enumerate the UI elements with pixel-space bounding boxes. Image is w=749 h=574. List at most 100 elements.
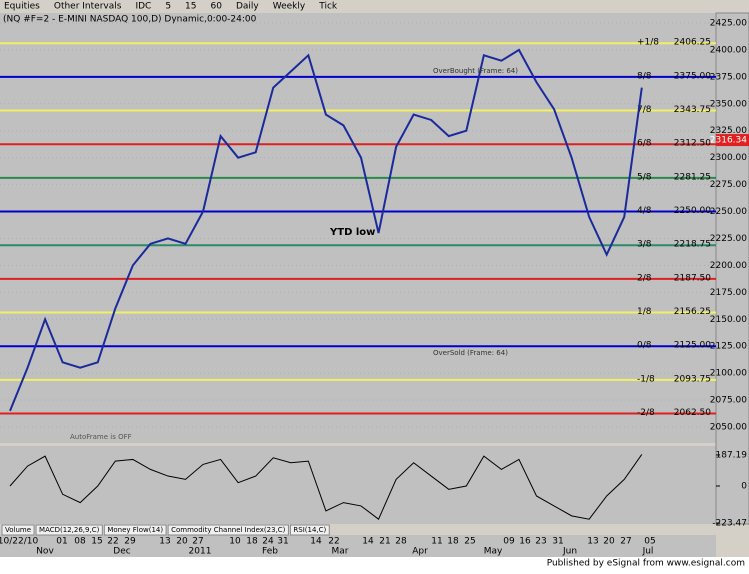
x-tick-label: 21 xyxy=(379,537,390,547)
last-price-label: 2316.34 xyxy=(710,136,747,146)
tab[interactable] xyxy=(1,524,35,536)
annotation: OverBought (Frame: 64) xyxy=(433,67,518,75)
tab[interactable] xyxy=(289,524,330,536)
murrey-level: 2093.75 xyxy=(674,374,711,384)
x-tick-label: 20 xyxy=(603,537,615,547)
x-tick-label: 31 xyxy=(552,537,563,547)
month-label: May xyxy=(484,547,503,557)
murrey-level: 2125.00 xyxy=(674,341,711,351)
tab-label[interactable]: Commodity Channel Index(23,C) xyxy=(171,526,286,534)
x-tick-label: 24 xyxy=(262,537,274,547)
toolbar-item[interactable]: IDC xyxy=(135,2,151,12)
toolbar-item[interactable]: 5 xyxy=(165,2,171,12)
murrey-name: 3/8 xyxy=(637,240,652,250)
x-tick-label: 14 xyxy=(362,537,374,547)
murrey-name: 2/8 xyxy=(637,273,652,283)
toolbar-item[interactable]: 15 xyxy=(185,2,196,12)
annotation: AutoFrame is OFF xyxy=(70,433,132,441)
x-tick-label: 18 xyxy=(246,537,258,547)
murrey-level: 2343.75 xyxy=(674,105,711,115)
y-tick-label: 2150.00 xyxy=(710,315,747,325)
toolbar-item[interactable]: Daily xyxy=(236,2,259,12)
month-label: Nov xyxy=(36,547,54,557)
x-tick-label: 18 xyxy=(447,537,459,547)
y-tick-label: 2250.00 xyxy=(710,207,747,217)
annotation: OverSold (Frame: 64) xyxy=(433,349,508,357)
murrey-level: 2281.25 xyxy=(674,172,711,182)
murrey-name: 0/8 xyxy=(637,341,652,351)
murrey-name: -1/8 xyxy=(637,374,655,384)
y-tick-label: 2100.00 xyxy=(710,369,747,379)
y-tick-label: 2425.00 xyxy=(710,19,747,29)
month-label: 2011 xyxy=(189,547,212,557)
x-tick-label: 15 xyxy=(91,537,102,547)
x-tick-label: 13 xyxy=(159,537,170,547)
murrey-name: 6/8 xyxy=(637,139,652,149)
y-tick-label: 2200.00 xyxy=(710,261,747,271)
murrey-name: 4/8 xyxy=(637,206,652,216)
y-tick-label: 2175.00 xyxy=(710,288,747,298)
footer: Published by eSignal from www.esignal.co… xyxy=(547,559,745,569)
x-tick-label: 01 xyxy=(56,537,67,547)
tab[interactable] xyxy=(103,524,167,536)
murrey-level: 2062.50 xyxy=(674,408,711,418)
murrey-level: 2375.00 xyxy=(674,71,711,81)
x-tick-label: 23 xyxy=(535,537,546,547)
murrey-name: +1/8 xyxy=(637,38,659,48)
murrey-level: 2156.25 xyxy=(674,307,711,317)
toolbar-item[interactable]: Tick xyxy=(318,2,338,12)
last-price-box xyxy=(716,134,749,147)
price-panel xyxy=(0,13,716,443)
murrey-name: 7/8 xyxy=(637,105,652,115)
chart-title: (NQ #F=2 - E-MINI NASDAQ 100,D) Dynamic,… xyxy=(3,15,257,25)
indicator-line xyxy=(9,454,643,520)
toolbar-item[interactable]: Equities xyxy=(4,2,40,12)
x-tick-label: 10/22/10 xyxy=(0,537,38,547)
indicator-tick-label: 187.19 xyxy=(716,450,748,460)
tab-label[interactable]: Money Flow(14) xyxy=(107,526,163,534)
y-tick-label: 2275.00 xyxy=(710,180,747,190)
y-tick-label: 2375.00 xyxy=(710,72,747,82)
x-tick-label: 22 xyxy=(107,537,118,547)
y-tick-label: 2050.00 xyxy=(710,423,747,433)
murrey-name: 5/8 xyxy=(637,172,652,182)
tab-label[interactable]: MACD(12,26,9,C) xyxy=(39,526,100,534)
month-label: Dec xyxy=(113,547,130,557)
y-tick-label: 2125.00 xyxy=(710,342,747,352)
x-tick-label: 16 xyxy=(519,537,531,547)
footer-bar xyxy=(0,557,749,570)
y-tick-label: 2400.00 xyxy=(710,45,747,55)
tab-label[interactable]: RSI(14,C) xyxy=(293,526,326,534)
x-tick-label: 11 xyxy=(431,537,442,547)
x-tick-label: 27 xyxy=(192,537,203,547)
month-label: Jun xyxy=(562,547,577,557)
x-tick-label: 25 xyxy=(464,537,475,547)
price-line xyxy=(9,48,643,412)
murrey-name: 1/8 xyxy=(637,307,652,317)
x-tick-label: 29 xyxy=(124,537,136,547)
murrey-level: 2406.25 xyxy=(674,38,711,48)
toolbar-item[interactable]: Weekly xyxy=(273,2,306,12)
indicator-tick-label: 0 xyxy=(741,482,747,492)
x-tick-label: 22 xyxy=(328,537,339,547)
toolbar-item[interactable]: Other Intervals xyxy=(54,2,122,12)
y-tick-label: 2300.00 xyxy=(710,153,747,163)
murrey-level: 2250.00 xyxy=(674,206,711,216)
tab[interactable] xyxy=(167,524,289,536)
toolbar-item[interactable]: 60 xyxy=(211,2,223,12)
x-tick-label: 20 xyxy=(176,537,188,547)
murrey-level: 2187.50 xyxy=(674,273,711,283)
murrey-name: 8/8 xyxy=(637,71,652,81)
month-label: Apr xyxy=(412,547,428,557)
tab-label[interactable]: Volume xyxy=(5,526,31,534)
y-tick-label: 2325.00 xyxy=(710,126,747,136)
x-tick-label: 13 xyxy=(587,537,598,547)
y-tick-label: 2225.00 xyxy=(710,234,747,244)
month-label: Mar xyxy=(332,547,349,557)
y-tick-label: 2075.00 xyxy=(710,396,747,406)
tab[interactable] xyxy=(35,524,103,536)
x-tick-label: 27 xyxy=(620,537,631,547)
x-tick-label: 14 xyxy=(310,537,322,547)
murrey-level: 2312.50 xyxy=(674,139,711,149)
